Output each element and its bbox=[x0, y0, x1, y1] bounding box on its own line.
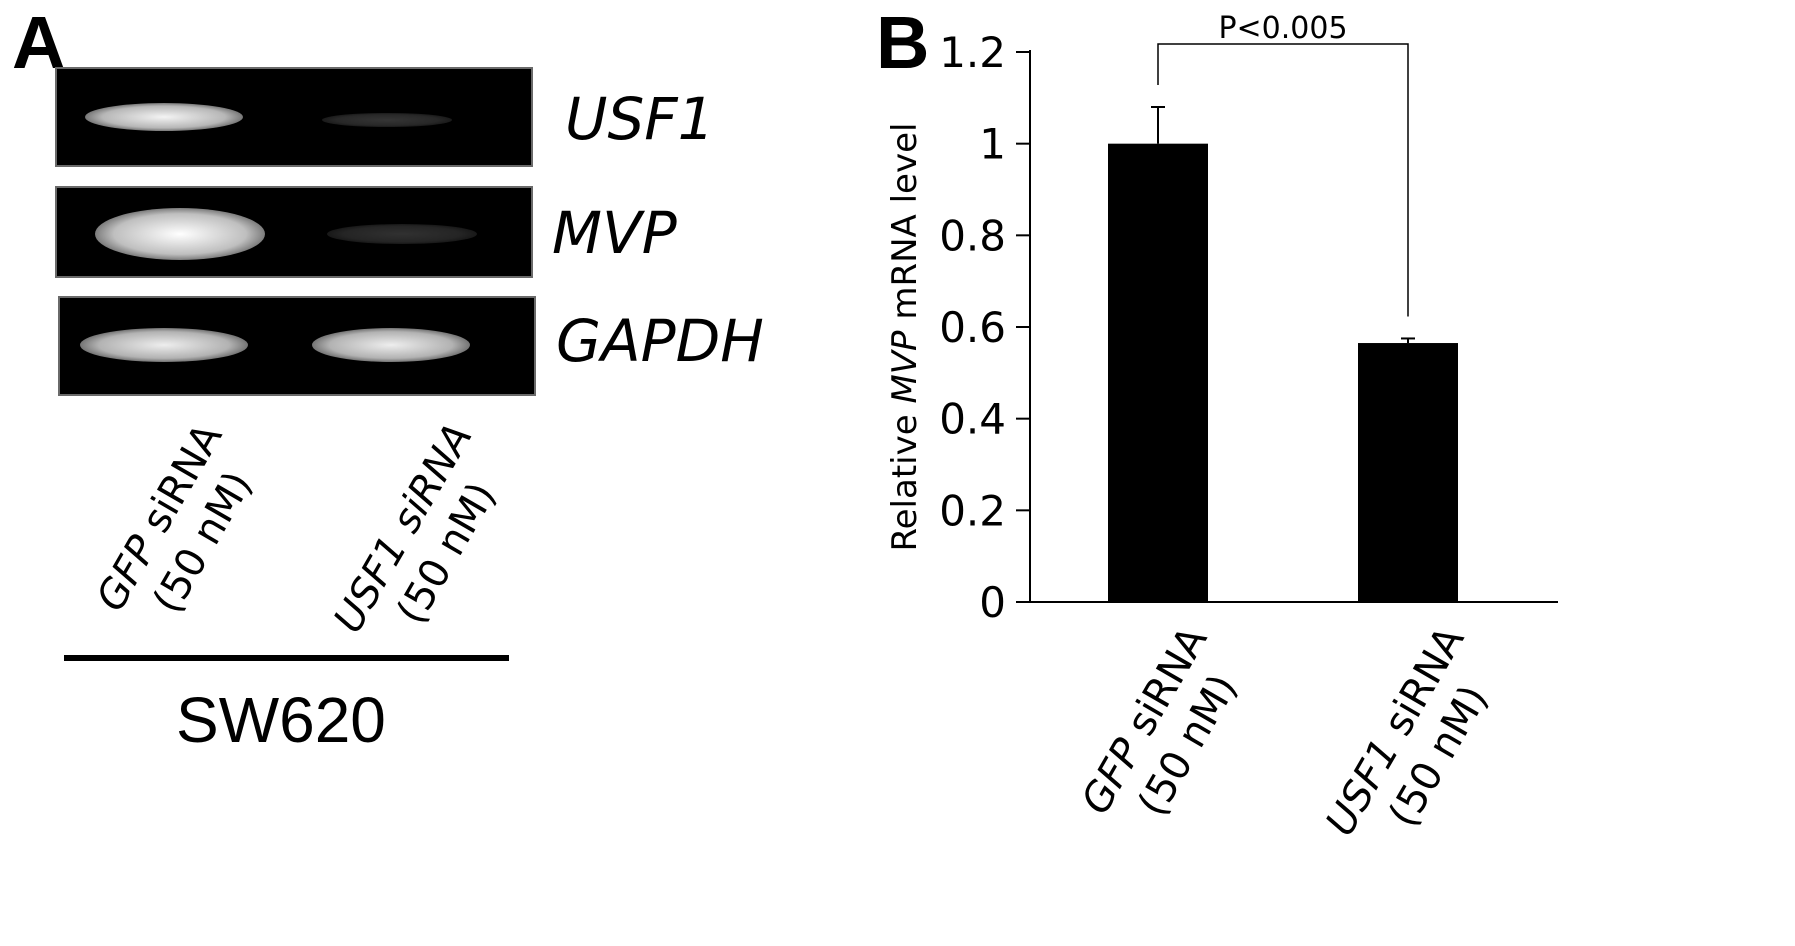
y-tick-label: 0.2 bbox=[939, 486, 1006, 535]
significance-label: P<0.005 bbox=[1218, 11, 1347, 46]
y-tick-label: 1.2 bbox=[939, 28, 1006, 77]
y-tick-label: 1 bbox=[979, 120, 1006, 169]
gel-row-usf1 bbox=[55, 67, 533, 167]
gel-band bbox=[327, 224, 477, 244]
gel-band bbox=[80, 328, 248, 362]
cell-line-bar bbox=[64, 655, 509, 661]
gel-band bbox=[312, 328, 470, 362]
gene-label-usf1: USF1 bbox=[565, 85, 715, 153]
y-tick-label: 0.6 bbox=[939, 303, 1006, 352]
bar bbox=[1358, 343, 1458, 602]
gene-label-gapdh: GAPDH bbox=[556, 307, 764, 375]
y-tick-label: 0.4 bbox=[939, 395, 1006, 444]
y-tick-label: 0.8 bbox=[939, 211, 1006, 260]
gel-row-mvp bbox=[55, 186, 533, 278]
gene-label-mvp: MVP bbox=[552, 199, 677, 267]
panel-b-letter: B bbox=[876, 1, 930, 84]
y-axis-label: Relative MVP mRNA level bbox=[885, 123, 925, 552]
bar bbox=[1108, 143, 1208, 602]
significance-bracket bbox=[1157, 43, 1409, 317]
gel-band bbox=[322, 113, 452, 127]
y-tick-label: 0 bbox=[979, 578, 1006, 627]
gel-band bbox=[95, 208, 265, 260]
gel-row-gapdh bbox=[58, 296, 536, 396]
gel-band bbox=[85, 103, 243, 131]
cell-line-label: SW620 bbox=[176, 684, 386, 756]
